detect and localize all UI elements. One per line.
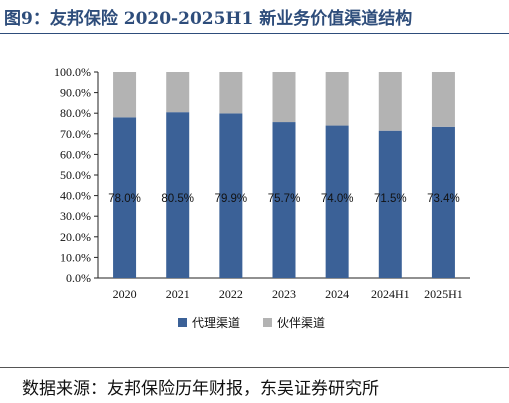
data-label: 71.5% [374,193,407,205]
y-tick-label: 0.0% [66,271,91,285]
y-tick-label: 30.0% [60,209,91,223]
bar-partner [113,72,137,118]
y-tick-label: 50.0% [60,168,91,182]
bar-partner [325,72,349,126]
stacked-bar-chart: 0.0% 10.0% 20.0% 30.0% 40.0% 50.0% 60.0% 70.0% 8… [54,65,470,330]
y-tick-label: 100.0% [54,65,91,79]
legend-swatch-agency [178,318,187,327]
data-label: 74.0% [321,193,354,205]
bar-agency [113,117,137,278]
bar-agency [431,126,455,279]
bar-partner [219,72,243,114]
bar-agency [325,125,349,278]
bar-partner [431,72,455,127]
data-label: 75.7% [268,193,301,205]
data-label: 80.5% [161,193,194,205]
bar-agency [166,112,190,278]
y-tick-label: 40.0% [60,189,91,203]
legend-label-partner: 伙伴渠道 [277,316,325,330]
y-tick-label: 80.0% [60,106,91,120]
bar-partner [166,72,190,113]
data-label: 78.0% [108,193,141,205]
x-tick-label: 2023 [272,287,296,301]
bar-agency [272,122,296,278]
bar-partner [272,72,296,123]
bar-agency [378,130,402,278]
figure-title: 图9：友邦保险 2020-2025H1 新业务价值渠道结构 [4,9,413,29]
bar-agency [219,113,243,278]
y-tick-label: 20.0% [60,230,91,244]
x-tick-label: 2022 [219,287,243,301]
x-tick-label: 2021 [166,287,190,301]
legend-swatch-partner [263,318,272,327]
x-tick-label: 2025H1 [424,287,463,301]
source-note: 数据来源：友邦保险历年财报，东吴证券研究所 [22,379,379,399]
x-tick-label: 2024H1 [371,287,410,301]
title-divider [0,33,509,34]
data-label: 79.9% [215,193,248,205]
x-tick-label: 2020 [113,287,137,301]
y-tick-label: 60.0% [60,147,91,161]
y-tick-label: 10.0% [60,250,91,264]
y-tick-label: 90.0% [60,86,91,100]
bar-partner [378,72,402,131]
data-label: 73.4% [427,193,460,205]
y-tick-label: 70.0% [60,127,91,141]
source-divider [0,367,509,368]
legend-label-agency: 代理渠道 [192,316,240,330]
x-tick-label: 2024 [325,287,349,301]
